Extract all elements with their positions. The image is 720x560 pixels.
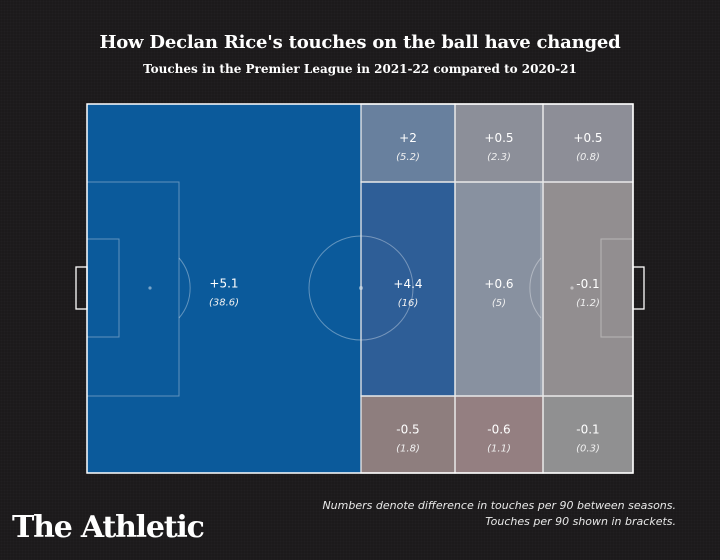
zone-diff-label: -0.1 <box>576 277 599 291</box>
left-penalty-arc <box>178 257 191 319</box>
zone-diff-label: +2 <box>399 131 417 145</box>
footnote: Numbers denote difference in touches per… <box>322 498 676 530</box>
zone-per90-label: (0.3) <box>576 444 600 455</box>
the-athletic-logo: The Athletic <box>12 510 205 545</box>
zone-per90-label: (1.1) <box>487 444 511 455</box>
chart-subtitle: Touches in the Premier League in 2021-22… <box>143 62 577 76</box>
footnote-line-1: Numbers denote difference in touches per… <box>322 499 676 512</box>
left-goal <box>75 266 88 310</box>
zone-att-right <box>455 396 543 473</box>
zone-diff-label: +4.4 <box>393 277 422 291</box>
zone-diff-label: +0.5 <box>573 131 602 145</box>
zone-mid-left <box>361 104 455 182</box>
zone-per90-label: (1.2) <box>576 298 600 309</box>
zone-final-left <box>543 104 633 182</box>
zone-diff-label: +0.6 <box>484 277 513 291</box>
zone-final-right <box>543 396 633 473</box>
zone-per90-label: (0.8) <box>576 152 600 163</box>
zone-diff-label: -0.5 <box>396 423 419 437</box>
zone-per90-label: (2.3) <box>487 152 511 163</box>
zone-per90-label: (5.2) <box>396 152 420 163</box>
zone-att-center <box>455 182 543 396</box>
zone-att-left <box>455 104 543 182</box>
zone-diff-label: -0.6 <box>487 423 510 437</box>
zone-per90-label: (1.8) <box>396 444 420 455</box>
right-penalty-arc <box>529 257 542 319</box>
zone-diff-label: -0.1 <box>576 423 599 437</box>
zone-diff-label: +0.5 <box>484 131 513 145</box>
zone-per90-label: (5) <box>492 298 506 309</box>
footnote-line-2: Touches per 90 shown in brackets. <box>485 515 676 528</box>
zone-per90-label: (16) <box>398 298 419 309</box>
zone-final-center <box>543 182 633 396</box>
zone-mid-center <box>361 182 455 396</box>
left-penalty-spot <box>148 286 152 290</box>
zone-per90-label: (38.6) <box>209 298 239 309</box>
zone-mid-right <box>361 396 455 473</box>
right-goal <box>632 266 645 310</box>
zone-own-half <box>87 104 361 473</box>
right-penalty-spot <box>570 286 574 290</box>
chart-title: How Declan Rice's touches on the ball ha… <box>99 32 621 53</box>
zone-diff-label: +5.1 <box>209 277 238 291</box>
